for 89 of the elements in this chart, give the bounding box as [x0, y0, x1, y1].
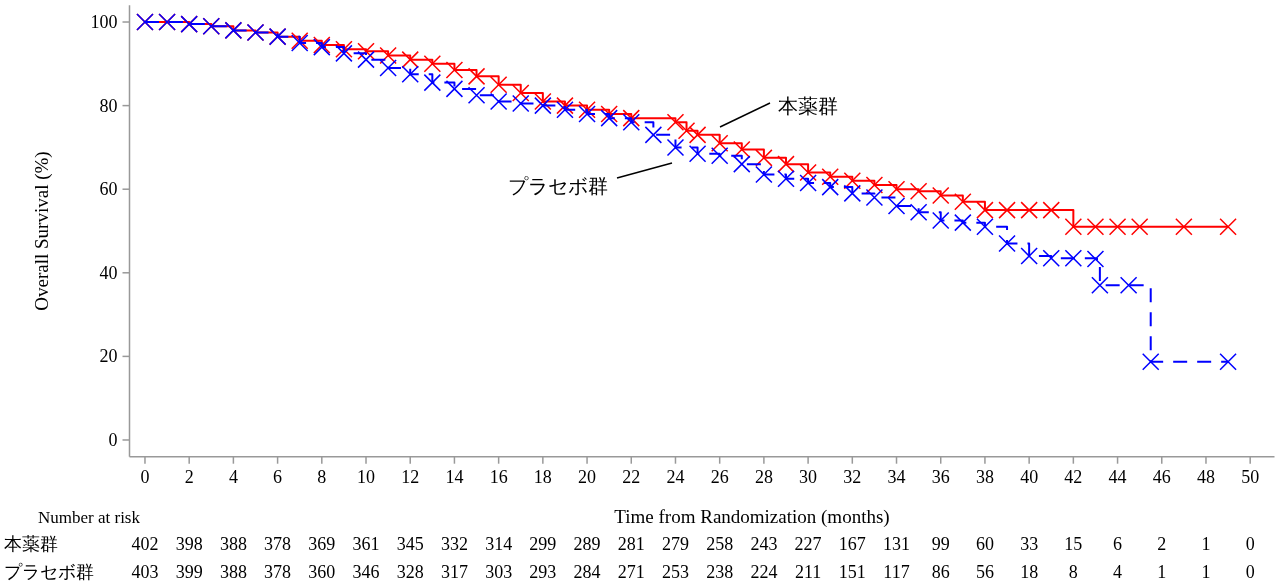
x-tick-label: 30: [799, 466, 818, 487]
y-axis-title: Overall Survival (%): [31, 151, 53, 311]
data-label: 328: [396, 562, 424, 582]
data-label: 18: [1020, 562, 1039, 582]
data-label: 317: [440, 562, 468, 582]
data-label: 0: [1245, 562, 1255, 582]
data-label: 4: [1113, 562, 1123, 582]
data-label: 1: [1201, 534, 1211, 554]
data-label: 253: [661, 562, 689, 582]
data-label: 33: [1020, 534, 1039, 554]
x-tick-label: 14: [445, 466, 464, 487]
x-tick-label: 48: [1196, 466, 1215, 487]
data-label: 1: [1157, 562, 1167, 582]
data-label: 279: [661, 534, 689, 554]
y-tick-label: 40: [99, 262, 118, 283]
x-tick-label: 20: [578, 466, 597, 487]
data-label: 211: [794, 562, 822, 582]
data-label: 86: [931, 562, 950, 582]
data-label: 299: [529, 534, 557, 554]
data-label: 378: [264, 534, 292, 554]
data-label: 284: [573, 562, 601, 582]
data-label: 271: [617, 562, 645, 582]
x-tick-label: 0: [140, 466, 150, 487]
data-label: 388: [219, 534, 247, 554]
x-tick-label: 34: [887, 466, 906, 487]
y-tick-label: 80: [99, 95, 118, 116]
annotation: プラセボ群: [508, 175, 608, 197]
data-label: 303: [485, 562, 513, 582]
data-label: 402: [131, 534, 159, 554]
annotation: 本薬群: [778, 95, 838, 117]
data-label: 60: [975, 534, 994, 554]
x-tick-label: 6: [273, 466, 283, 487]
data-label: 0: [1245, 534, 1255, 554]
y-tick-label: 60: [99, 179, 118, 200]
x-tick-label: 26: [710, 466, 729, 487]
data-label: 388: [219, 562, 247, 582]
data-label: 227: [794, 534, 822, 554]
data-label: 289: [573, 534, 601, 554]
data-label: 360: [308, 562, 336, 582]
data-label: 99: [931, 534, 950, 554]
x-tick-label: 32: [843, 466, 862, 487]
data-label: 1: [1201, 562, 1211, 582]
x-tick-label: 50: [1241, 466, 1260, 487]
data-label: 281: [617, 534, 645, 554]
x-tick-label: 46: [1152, 466, 1171, 487]
data-label: 243: [750, 534, 778, 554]
chart-title: Number at risk: [38, 508, 141, 527]
data-label: 56: [975, 562, 994, 582]
x-tick-label: 12: [401, 466, 420, 487]
data-label: 167: [838, 534, 866, 554]
data-label: 258: [706, 534, 734, 554]
data-label: 224: [750, 562, 778, 582]
x-tick-label: 22: [622, 466, 641, 487]
data-label: 369: [308, 534, 336, 554]
data-label: 314: [485, 534, 513, 554]
data-label: 117: [883, 562, 910, 582]
y-tick-label: 100: [90, 12, 118, 33]
data-label: 345: [396, 534, 424, 554]
data-label: 378: [264, 562, 292, 582]
x-tick-label: 44: [1108, 466, 1127, 487]
y-tick-label: 20: [99, 346, 118, 367]
y-tick-label: 0: [108, 429, 118, 450]
x-tick-label: 36: [931, 466, 950, 487]
x-tick-label: 38: [975, 466, 994, 487]
data-label: 361: [352, 534, 380, 554]
data-label: 293: [529, 562, 557, 582]
data-label: 2: [1157, 534, 1167, 554]
data-label: 403: [131, 562, 159, 582]
data-label: 238: [706, 562, 734, 582]
x-axis-title: Time from Randomization (months): [614, 506, 890, 528]
data-label: 131: [883, 534, 911, 554]
data-label: 15: [1064, 534, 1083, 554]
data-label: 399: [175, 562, 203, 582]
data-label: 151: [838, 562, 866, 582]
x-tick-label: 40: [1020, 466, 1039, 487]
x-tick-label: 24: [666, 466, 685, 487]
x-tick-label: 18: [533, 466, 552, 487]
data-label: 6: [1113, 534, 1123, 554]
x-tick-label: 4: [228, 466, 238, 487]
x-tick-label: 8: [317, 466, 327, 487]
x-tick-label: 10: [357, 466, 376, 487]
x-tick-label: 2: [184, 466, 194, 487]
data-label: 346: [352, 562, 380, 582]
x-tick-label: 16: [489, 466, 508, 487]
x-tick-label: 42: [1064, 466, 1083, 487]
data-label: 332: [440, 534, 468, 554]
data-label: 8: [1068, 562, 1078, 582]
data-label: 398: [175, 534, 203, 554]
x-tick-label: 28: [754, 466, 773, 487]
